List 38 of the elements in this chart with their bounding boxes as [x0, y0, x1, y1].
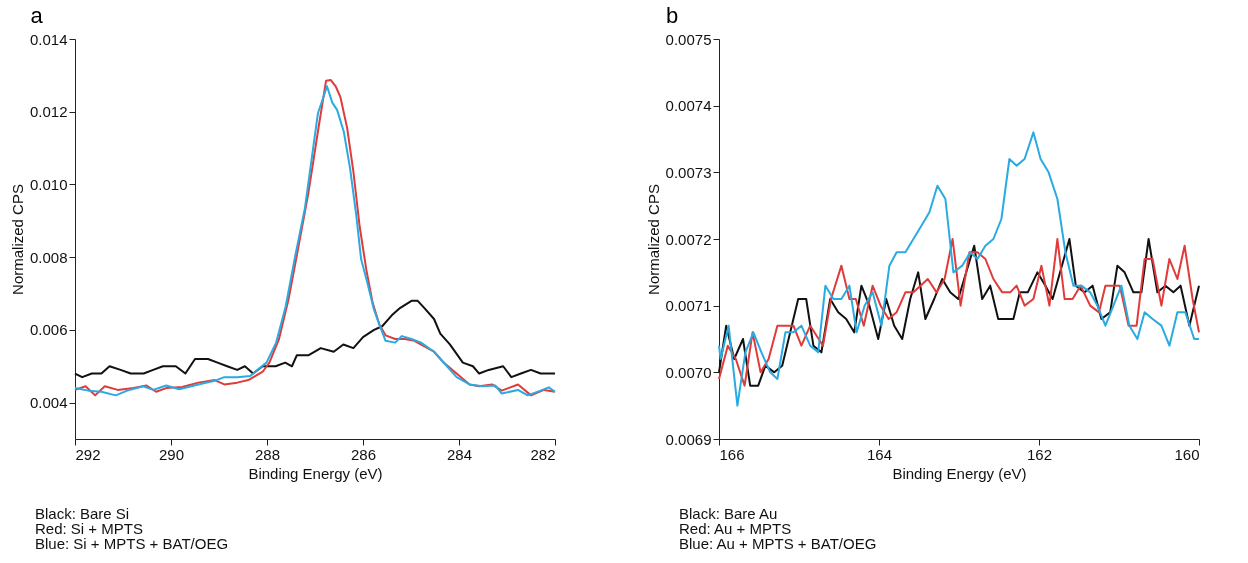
x-axis-title: Binding Energy (eV) — [248, 464, 383, 482]
y-axis-title: Normalized CPS — [644, 184, 662, 295]
text: Black: Bare Si — [35, 505, 130, 523]
x-tick-label: 290 — [158, 445, 185, 463]
x-tick-label: 166 — [719, 445, 745, 463]
y-axis-title: Normalized CPS — [8, 184, 26, 295]
y-tick-label: 0.006 — [29, 321, 68, 339]
x-tick-label: 282 — [530, 445, 556, 463]
text: Red: Au + MPTS — [679, 520, 792, 537]
x-tick-label: 160 — [1174, 445, 1200, 463]
y-tick-label: 0.0072 — [665, 230, 712, 248]
x-tick-label: 286 — [350, 445, 377, 463]
line-series — [718, 238, 1200, 387]
text: Black: Bare Au — [679, 505, 778, 523]
line-series — [718, 131, 1200, 407]
x-axis-title: Binding Energy (eV) — [892, 464, 1027, 482]
y-tick-label: 0.0071 — [665, 297, 712, 315]
x-tick-label: 164 — [866, 445, 893, 463]
y-tick-label: 0.0075 — [665, 30, 712, 48]
text: Blue: Au + MPTS + BAT/OEG — [679, 534, 877, 552]
y-tick-label: 0.008 — [29, 248, 68, 266]
y-tick-label: 0.012 — [29, 103, 68, 121]
y-tick-label: 0.010 — [29, 175, 68, 193]
text: Red: Si + MPTS — [35, 520, 143, 537]
x-tick-label: 284 — [446, 445, 473, 463]
chart-title: a — [30, 3, 44, 28]
y-tick-label: 0.0073 — [665, 163, 712, 181]
chart-title: b — [666, 3, 679, 28]
y-tick-label: 0.0070 — [665, 363, 712, 381]
x-tick-label: 162 — [1026, 445, 1053, 463]
y-tick-label: 0.014 — [29, 30, 68, 48]
y-tick-label: 0.0069 — [665, 430, 712, 448]
line-series — [74, 299, 556, 379]
x-tick-label: 292 — [75, 445, 101, 463]
x-tick-label: 288 — [254, 445, 281, 463]
y-tick-label: 0.0074 — [665, 97, 712, 115]
y-tick-label: 0.004 — [29, 394, 68, 412]
text: Blue: Si + MPTS + BAT/OEG — [35, 534, 229, 552]
